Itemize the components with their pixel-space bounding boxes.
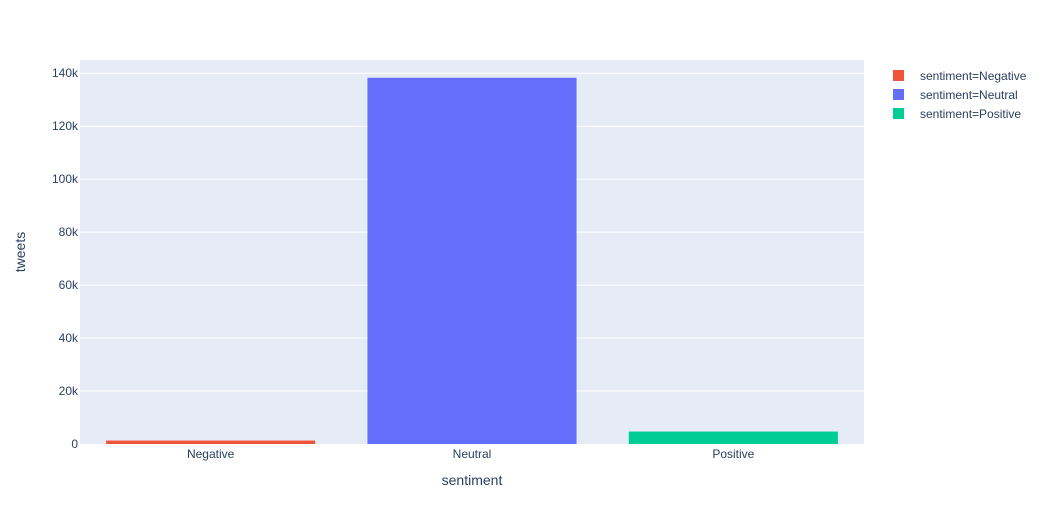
y-tick-labels: 0 20k 40k 60k 80k 100k 120k 140k: [52, 66, 79, 451]
y-tick-label: 60k: [59, 278, 79, 292]
x-tick-label-neutral: Neutral: [453, 447, 492, 461]
legend-swatch: [893, 108, 904, 119]
x-axis-title: sentiment: [442, 472, 503, 488]
legend-swatch: [893, 70, 904, 81]
bar-negative[interactable]: [106, 440, 316, 444]
legend-label: sentiment=Negative: [920, 68, 1027, 83]
y-axis-title: tweets: [12, 232, 28, 272]
y-tick-label: 40k: [59, 331, 79, 345]
y-tick-label: 100k: [52, 172, 79, 186]
bar-positive[interactable]: [628, 431, 838, 444]
y-tick-label: 140k: [52, 66, 79, 80]
legend-item-negative[interactable]: sentiment=Negative: [893, 66, 1026, 85]
y-tick-label: 80k: [59, 225, 79, 239]
bar-neutral[interactable]: [367, 77, 577, 445]
x-tick-label-negative: Negative: [187, 447, 235, 461]
legend-item-positive[interactable]: sentiment=Positive: [893, 104, 1026, 123]
y-tick-label: 120k: [52, 119, 79, 133]
legend-item-neutral[interactable]: sentiment=Neutral: [893, 85, 1026, 104]
legend-label: sentiment=Neutral: [920, 87, 1018, 102]
x-tick-label-positive: Positive: [712, 447, 754, 461]
x-tick-labels: Negative Neutral Positive: [187, 447, 755, 461]
legend-swatch: [893, 89, 904, 100]
legend-label: sentiment=Positive: [920, 106, 1022, 121]
y-tick-label: 0: [71, 437, 78, 451]
bars: [106, 77, 838, 445]
legend: sentiment=Negative sentiment=Neutral senti…: [893, 66, 1026, 123]
y-tick-label: 20k: [59, 384, 79, 398]
